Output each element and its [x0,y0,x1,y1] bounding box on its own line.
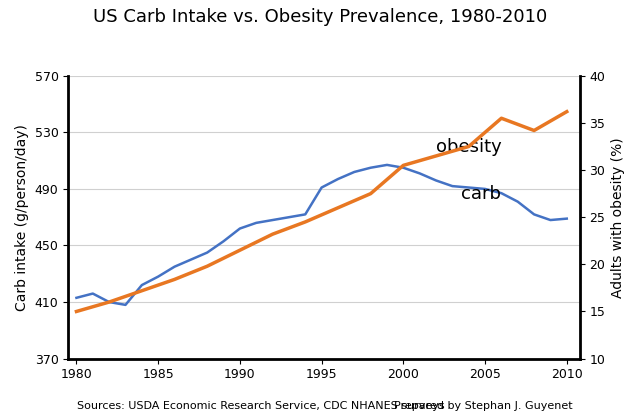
Text: obesity: obesity [436,138,502,156]
Text: Prepared by Stephan J. Guyenet: Prepared by Stephan J. Guyenet [394,401,572,411]
Text: carb: carb [461,185,500,203]
Text: Sources: USDA Economic Research Service, CDC NHANES surveys: Sources: USDA Economic Research Service,… [77,401,444,411]
Y-axis label: Adults with obesity (%): Adults with obesity (%) [611,137,625,298]
Y-axis label: Carb intake (g/person/day): Carb intake (g/person/day) [15,124,29,311]
Text: US Carb Intake vs. Obesity Prevalence, 1980-2010: US Carb Intake vs. Obesity Prevalence, 1… [93,8,547,26]
